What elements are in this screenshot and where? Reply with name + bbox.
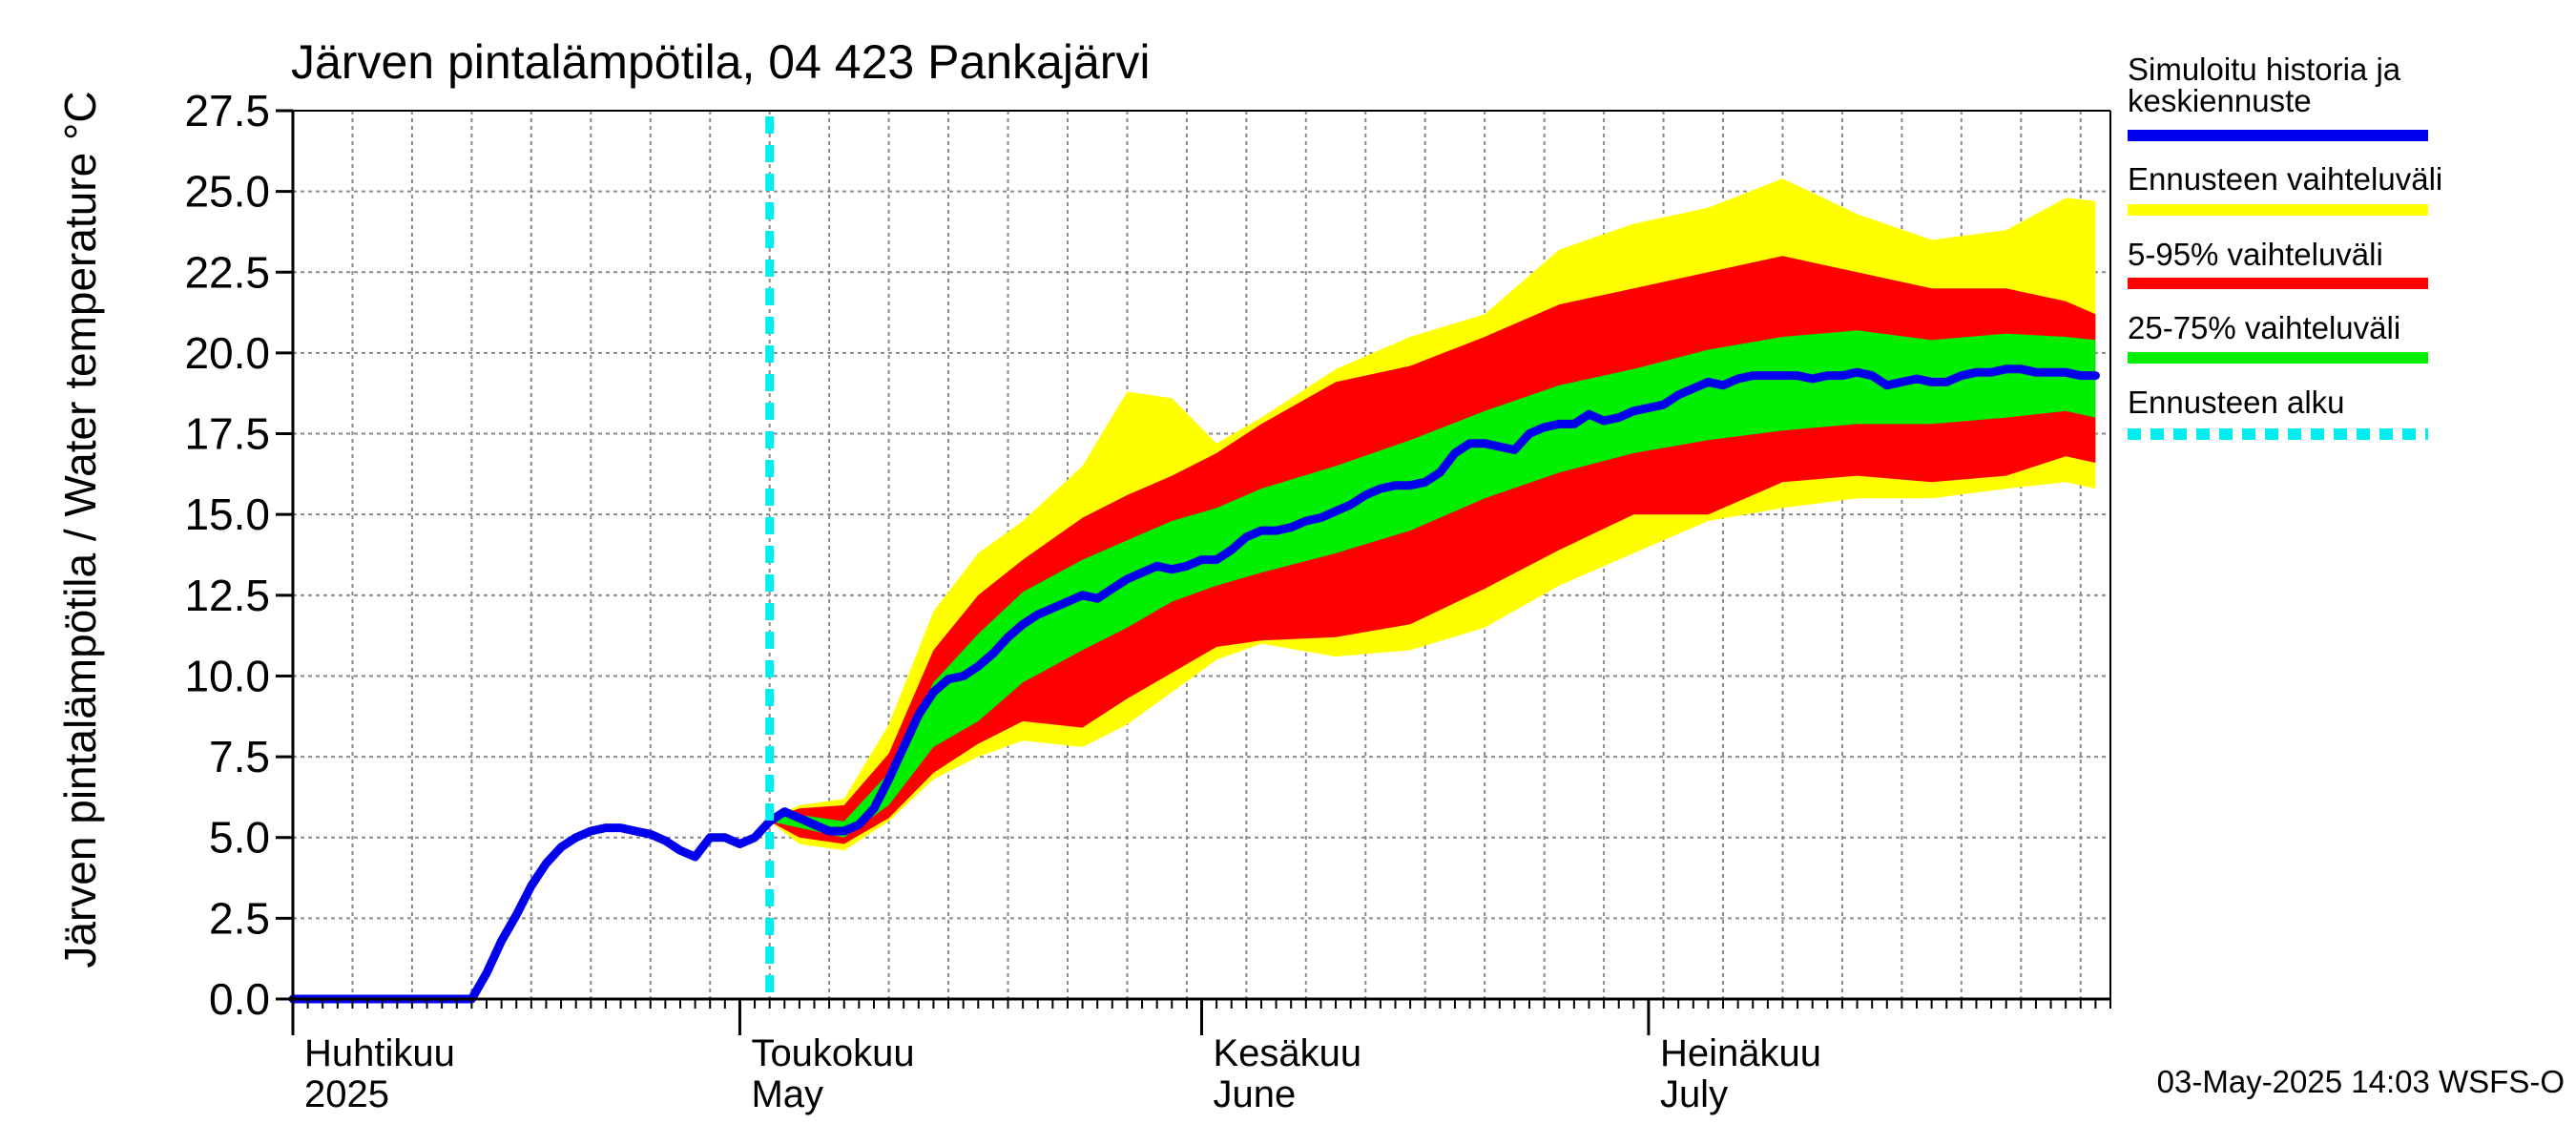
month-label-fi: Heinäkuu	[1660, 1032, 1821, 1074]
series-lines	[288, 116, 2100, 1004]
chart-title: Järven pintalämpötila, 04 423 Pankajärvi	[291, 35, 1151, 89]
y-tick-label: 17.5	[184, 409, 270, 459]
legend-label: Ennusteen alku	[2128, 385, 2345, 420]
y-tick-label: 10.0	[184, 651, 270, 700]
month-label-en: July	[1660, 1073, 1728, 1115]
month-label-en: May	[751, 1073, 823, 1115]
legend-label: 5-95% vaihteluväli	[2128, 237, 2383, 272]
y-axis-label: Järven pintalämpötila / Water temperatur…	[55, 91, 105, 968]
y-tick-label: 20.0	[184, 328, 270, 378]
legend-label: keskiennuste	[2128, 83, 2312, 118]
month-label-en: June	[1214, 1073, 1297, 1115]
month-label-fi: Kesäkuu	[1214, 1032, 1362, 1074]
y-tick-label: 5.0	[209, 813, 270, 863]
band-25-75	[769, 330, 2096, 838]
footer-timestamp: 03-May-2025 14:03 WSFS-O	[2157, 1064, 2565, 1099]
series-line-history	[288, 364, 2100, 1004]
month-label-fi: Toukokuu	[751, 1032, 914, 1074]
legend-label: Simuloitu historia ja	[2128, 52, 2401, 87]
y-tick-label: 27.5	[184, 86, 270, 135]
y-tick-label: 2.5	[209, 893, 270, 943]
month-label-fi: Huhtikuu	[304, 1032, 455, 1074]
legend-label: 25-75% vaihteluväli	[2128, 310, 2400, 345]
y-tick-label: 0.0	[209, 974, 270, 1024]
y-tick-labels: 0.0 2.5 5.0 7.5 10.0 12.5 15.0 17.5 20.0 22.5 25.0…	[184, 86, 293, 1024]
y-tick-label: 22.5	[184, 247, 270, 297]
month-label-en: 2025	[304, 1073, 389, 1115]
y-tick-label: 7.5	[209, 732, 270, 781]
y-tick-label: 15.0	[184, 489, 270, 539]
y-tick-label: 12.5	[184, 571, 270, 620]
legend-label: Ennusteen vaihteluväli	[2128, 161, 2442, 197]
forecast-bands	[769, 178, 2096, 851]
y-tick-label: 25.0	[184, 167, 270, 217]
